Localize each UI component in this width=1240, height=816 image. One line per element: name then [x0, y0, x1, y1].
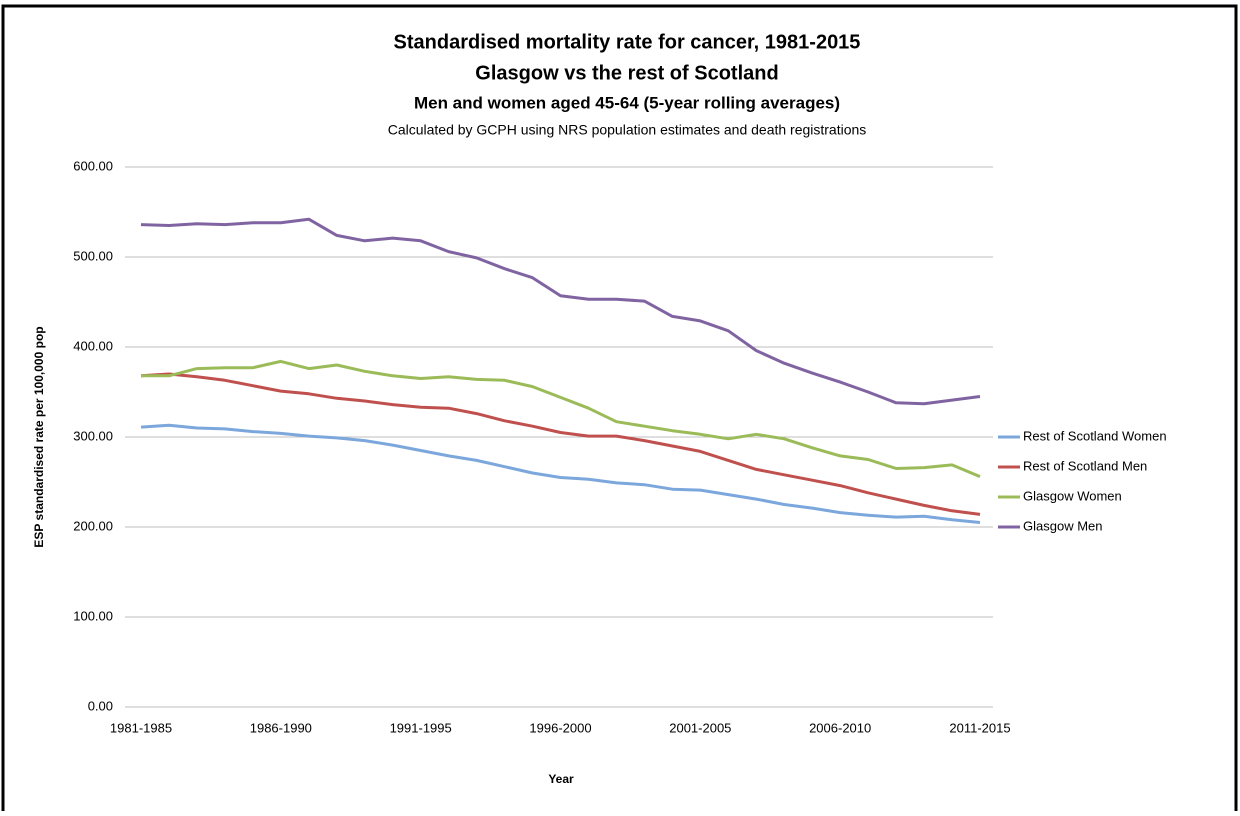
x-tick-label: 1986-1990 [250, 720, 312, 735]
chart-subtitle: Glasgow vs the rest of Scotland [475, 62, 778, 84]
legend-label: Rest of Scotland Men [1023, 458, 1147, 473]
series-line [141, 359, 981, 478]
y-tick-label: 500.00 [73, 248, 113, 263]
y-tick-label: 100.00 [73, 608, 113, 623]
series-line [140, 423, 981, 524]
chart-frame [1, 4, 1238, 816]
legend-label: Glasgow Men [1023, 518, 1102, 533]
x-tick-label: 1991-1995 [390, 720, 452, 735]
y-tick-label: 200.00 [73, 518, 113, 533]
x-tick-label: 2011-2015 [949, 720, 1010, 735]
x-axis-label: Year [548, 772, 574, 786]
y-tick-label: 0.00 [88, 698, 113, 713]
x-tick-label: 2006-2010 [809, 720, 871, 735]
x-tick-label: 1996-2000 [529, 720, 591, 735]
y-axis-label: ESP standardised rate per 100,000 pop [32, 326, 46, 547]
y-tick-label: 300.00 [73, 428, 113, 443]
y-tick-label: 400.00 [73, 338, 113, 353]
series-line [140, 217, 981, 406]
chart-subtitle: Men and women aged 45-64 (5-year rolling… [414, 93, 840, 112]
legend-label: Rest of Scotland Women [1023, 428, 1167, 443]
x-tick-label: 1981-1985 [110, 720, 172, 735]
legend-label: Glasgow Women [1023, 488, 1122, 503]
chart-note: Calculated by GCPH using NRS population … [388, 122, 867, 138]
x-tick-label: 2001-2005 [669, 720, 731, 735]
series-line [140, 372, 981, 516]
chart-title: Standardised mortality rate for cancer, … [394, 31, 861, 53]
y-tick-label: 600.00 [73, 158, 113, 173]
